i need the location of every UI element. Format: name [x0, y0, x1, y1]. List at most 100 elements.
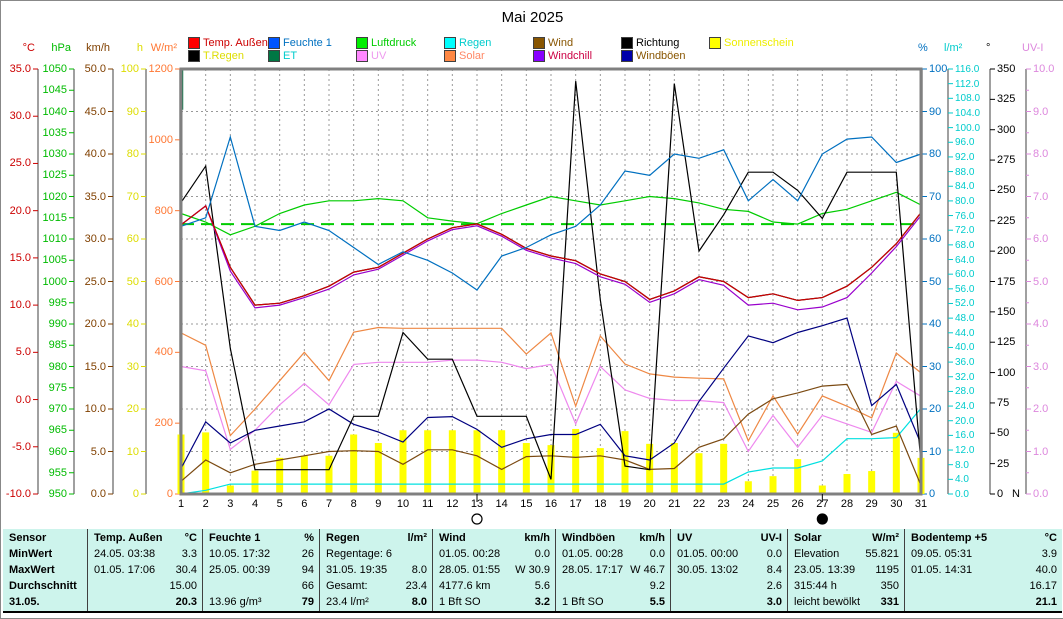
bar-sonnenschein — [325, 455, 333, 494]
axis-tick-label-lm2: 36.0 — [955, 357, 975, 369]
table-header-name: Feuchte 1 — [209, 532, 261, 544]
bar-sonnenschein — [892, 432, 900, 494]
axis-tick-label-hPa: 1040 — [42, 105, 67, 118]
axis-tick-label-kmh: 45.0 — [84, 105, 106, 118]
axis-tick-label-degC: 35.0 — [9, 63, 31, 75]
axis-tick-label-deg: 225 — [997, 214, 1016, 227]
x-label-day-2: 2 — [202, 498, 209, 510]
axis-tick-label-kmh: 10.0 — [84, 403, 106, 415]
axis-tick-label-lm2: 100.0 — [955, 122, 981, 134]
axis-tick-label-wm2: 800 — [154, 204, 173, 217]
table-cell-label: 30.05. 13:02 — [677, 564, 739, 576]
x-label-day-10: 10 — [396, 498, 410, 510]
axis-tick-label-hPa: 990 — [48, 318, 67, 330]
table-header-unit: km/h — [524, 532, 550, 544]
axis-tick-label-pct: 40 — [929, 318, 942, 330]
table-header-unit: km/h — [639, 532, 665, 544]
table-cell-label: Regentage: 6 — [326, 548, 393, 560]
axis-tick-label-deg: 150 — [997, 305, 1016, 318]
legend-label-Solar: Solar — [459, 50, 485, 62]
axis-header-wm2: W/m² — [150, 42, 177, 54]
table-column-UV: UV UV-I 01.05. 00:00 0.0 30.05. 13:02 8.4 2.6 3… — [670, 529, 788, 611]
series-line-uv — [180, 359, 922, 453]
axis-tick-label-deg: 0 — [997, 488, 1004, 500]
table-header-name: Windböen — [562, 532, 616, 544]
table-column-Windböen: Windböen km/h 01.05. 00:28 0.0 28.05. 17:17 W… — [555, 529, 671, 611]
full-moon-icon — [471, 513, 483, 525]
legend-label-UV: UV — [371, 50, 387, 62]
axis-tick-label-h: 100 — [120, 63, 139, 75]
table-cell-label: 23.4 l/m² — [326, 596, 369, 608]
axis-tick-label-kmh: 30.0 — [84, 233, 106, 245]
table-header-name: Solar — [794, 532, 822, 544]
x-label-day-11: 11 — [421, 498, 434, 510]
table-cell-label: 01.05. 00:28 — [562, 548, 624, 560]
table-cell-label: 23.05. 13:39 — [794, 564, 856, 576]
table-cell-value: 5.5 — [649, 596, 665, 608]
table-cell-value: 30.4 — [175, 564, 197, 576]
table-cell-label: 28.05. 17:17 — [562, 564, 624, 576]
axis-tick-label-lm2: 88.0 — [955, 166, 975, 178]
axis-tick-label-lm2: 16.0 — [955, 430, 975, 442]
table-cell-value: 2.6 — [766, 580, 782, 592]
table-cell-value: 94 — [301, 564, 314, 576]
legend-swatch-UV — [356, 50, 368, 62]
axis-tick-label-pct: 20 — [929, 403, 942, 415]
bar-sonnenschein — [596, 448, 604, 494]
axis-tick-label-h: 30 — [126, 360, 139, 373]
x-label-day-22: 22 — [692, 498, 706, 510]
legend-label-Windböen: Windböen — [636, 50, 686, 62]
bar-sonnenschein — [547, 445, 555, 494]
legend-swatch-Regen — [444, 37, 456, 49]
axis-tick-label-hPa: 950 — [48, 488, 67, 500]
axis-tick-label-uvi: 5.0 — [1033, 275, 1049, 288]
table-column-Temp. Außen: Temp. Außen °C 24.05. 03:38 3.3 01.05. 17:06… — [87, 529, 203, 611]
axis-tick-label-lm2: 52.0 — [955, 298, 975, 310]
table-cell-value: 3.0 — [766, 596, 782, 608]
axis-tick-label-uvi: 10.0 — [1033, 63, 1055, 75]
series-line-windboeen — [180, 317, 922, 469]
table-cell-label: 01.05. 00:00 — [677, 548, 739, 560]
new-moon-icon — [816, 513, 828, 525]
table-cell-label: 31.05. — [9, 596, 40, 608]
axis-tick-label-degC: -5.0 — [12, 440, 31, 453]
bar-sonnenschein — [448, 430, 456, 494]
axis-tick-label-lm2: 76.0 — [955, 210, 975, 222]
axis-tick-label-lm2: 96.0 — [955, 137, 975, 149]
axis-tick-label-hPa: 995 — [48, 296, 67, 309]
axis-tick-label-deg: 125 — [997, 336, 1016, 349]
x-label-day-1: 1 — [177, 498, 185, 510]
axis-tick-label-hPa: 980 — [48, 360, 67, 373]
table-header-unit: °C — [1044, 532, 1057, 544]
axis-tick-label-wm2: 600 — [154, 275, 173, 288]
table-cell-label: MaxWert — [9, 564, 55, 576]
legend-label-T.Regen: T.Regen — [203, 50, 244, 62]
table-column-Solar: Solar W/m² Elevation 55.821 23.05. 13:39 1195… — [787, 529, 905, 611]
table-cell-value: 350 — [880, 580, 899, 592]
axis-zero-label-deg: N — [1012, 488, 1020, 500]
axis-tick-label-deg: 325 — [997, 93, 1016, 106]
table-cell-value: W 30.9 — [515, 564, 550, 576]
axis-tick-label-uvi: 8.0 — [1033, 148, 1049, 160]
bar-sonnenschein — [744, 481, 752, 494]
table-cell-label: 31.05. 19:35 — [326, 564, 388, 576]
x-label-day-28: 28 — [840, 498, 854, 510]
legend-label-Richtung: Richtung — [636, 37, 680, 49]
axis-tick-label-degC: 0.0 — [15, 393, 31, 406]
table-cell-value: 66 — [301, 580, 314, 592]
axis-tick-label-lm2: 92.0 — [955, 151, 975, 163]
table-column-Sensor: Sensor MinWert MaxWert Durchschnitt 31.05. — [3, 529, 87, 611]
axis-tick-label-pct: 10 — [929, 445, 942, 458]
axis-tick-label-pct: 60 — [929, 233, 942, 245]
table-header-unit: °C — [184, 532, 197, 544]
axis-tick-label-kmh: 15.0 — [84, 360, 106, 373]
axis-tick-label-lm2: 0.0 — [955, 489, 969, 500]
bar-sonnenschein — [794, 459, 802, 494]
table-header-name: Temp. Außen — [94, 532, 163, 544]
axis-header-deg: ° — [986, 42, 991, 54]
table-cell-value: 331 — [880, 596, 899, 608]
bar-sonnenschein — [695, 453, 703, 494]
axis-tick-label-deg: 100 — [997, 366, 1016, 379]
axis-tick-label-lm2: 84.0 — [955, 181, 975, 193]
series-line-feuchte — [180, 134, 922, 291]
